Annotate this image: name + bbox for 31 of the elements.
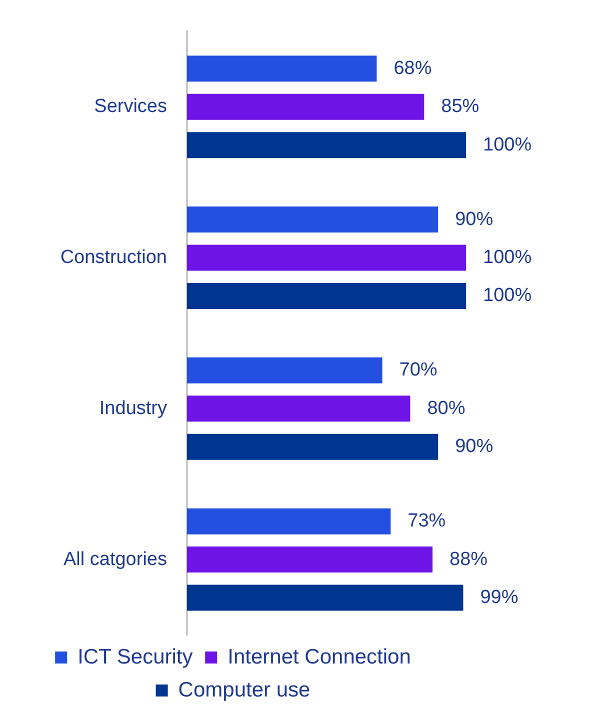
y-tick-label: Services (94, 96, 167, 118)
data-label: 90% (455, 208, 494, 230)
bar (187, 282, 466, 309)
bar (187, 206, 438, 233)
bar (187, 546, 433, 573)
data-label: 88% (450, 548, 488, 570)
bar (187, 508, 391, 534)
legend-label: Computer use (178, 678, 310, 702)
y-tick-label: Industry (99, 398, 168, 419)
data-label: 85% (441, 96, 480, 118)
data-label: 99% (480, 587, 518, 608)
data-label: 68% (394, 58, 432, 79)
bar (187, 94, 424, 120)
bar (187, 434, 438, 460)
bar (187, 56, 377, 82)
bar (187, 357, 382, 384)
bar (187, 132, 466, 158)
data-label: 90% (455, 436, 494, 458)
y-tick-label: All catgories (64, 548, 167, 570)
data-label: 73% (408, 510, 446, 532)
bar (187, 396, 410, 422)
bar (187, 244, 466, 271)
data-label: 100% (483, 285, 532, 306)
data-label: 70% (399, 360, 438, 381)
legend-label: ICT Security (78, 645, 194, 668)
data-label: 80% (427, 398, 466, 419)
bar (187, 584, 464, 611)
data-label: 100% (483, 246, 532, 268)
legend-label: Internet Connection (228, 645, 411, 668)
data-label: 100% (483, 134, 532, 156)
y-tick-label: Construction (60, 246, 167, 268)
